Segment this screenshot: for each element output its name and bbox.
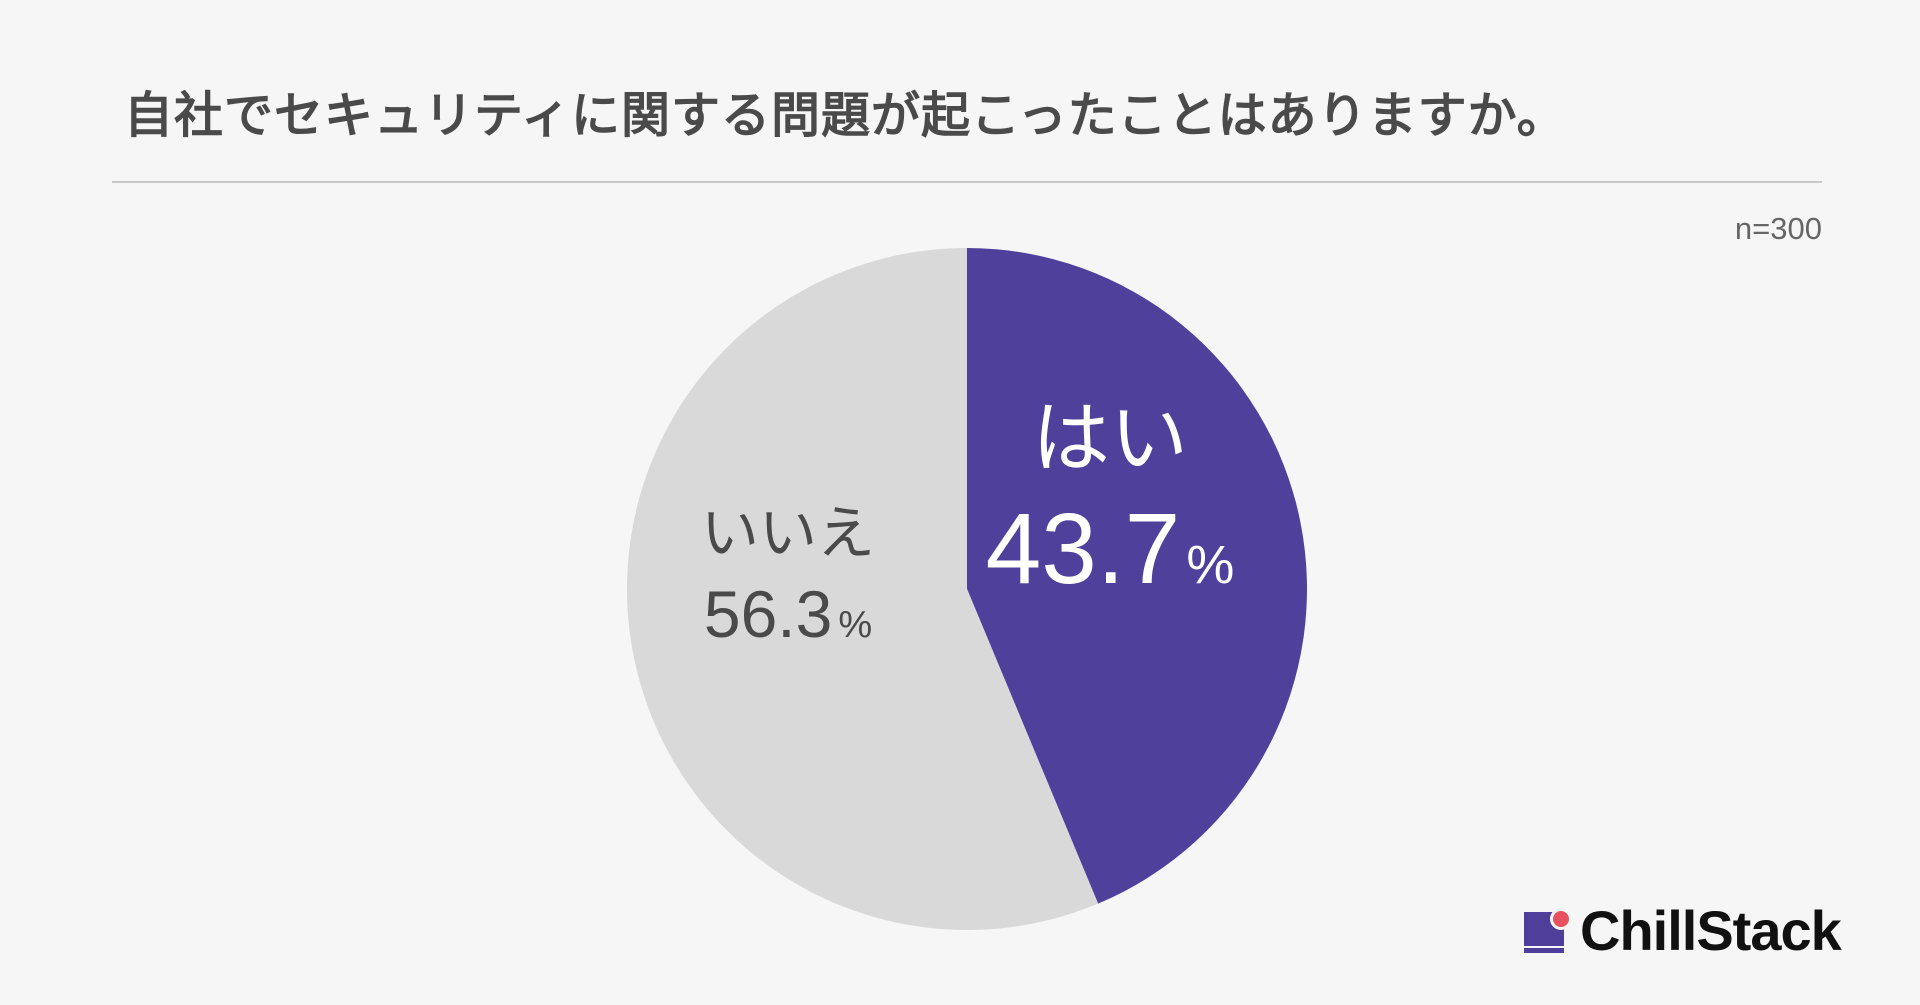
brand-name: ChillStack xyxy=(1580,898,1842,962)
slice-label-no: いいえ xyxy=(701,499,875,567)
title-divider xyxy=(112,181,1822,183)
slice-value-yes: 43.7% xyxy=(986,493,1235,605)
pie-slice-yes xyxy=(967,248,1307,904)
pie-slice-no xyxy=(627,248,1099,930)
slice-value-no: 56.3% xyxy=(704,577,872,651)
chillstack-logo-mark-icon xyxy=(1522,906,1572,954)
chillstack-logo: ChillStack xyxy=(1522,898,1842,962)
chart-title: 自社でセキュリティに関する問題が起こったことはありますか。 xyxy=(124,87,1567,144)
sample-size-label: n=300 xyxy=(1734,211,1822,246)
slice-label-yes: はい xyxy=(1032,394,1188,484)
